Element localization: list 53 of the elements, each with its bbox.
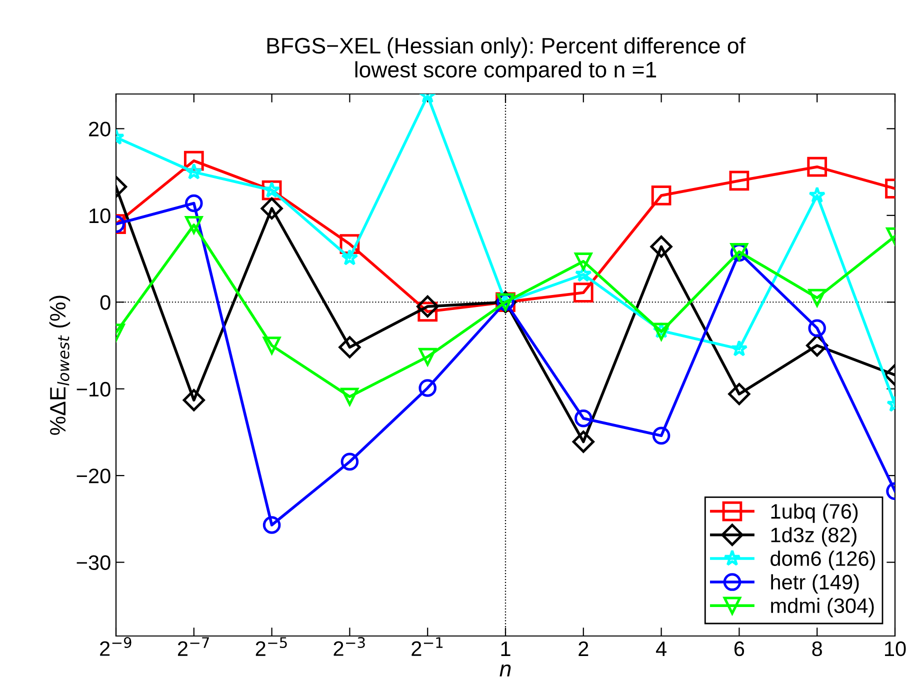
point [418, 348, 436, 366]
point [185, 163, 202, 180]
point [185, 216, 203, 234]
x-tick-label: 2$^{−3}$ [334, 637, 365, 656]
point [416, 295, 439, 318]
point [730, 340, 748, 356]
x-tick-label: 6 [734, 641, 744, 656]
point [573, 282, 594, 303]
legend-label: 1ubq (76) [771, 503, 858, 523]
x-tick-label: 8 [812, 641, 822, 656]
x-tick-label: 2$^{−5}$ [256, 637, 287, 656]
point [808, 319, 826, 338]
point [729, 170, 750, 191]
point [262, 516, 281, 534]
point [651, 186, 672, 206]
point [574, 252, 592, 270]
point [808, 186, 826, 203]
legend-label: 1d3z (82) [771, 527, 856, 546]
point [652, 426, 670, 445]
x-axis-title: n [500, 664, 511, 676]
point [808, 288, 826, 307]
point [807, 156, 828, 177]
x-tick-label: 2 [578, 641, 588, 656]
point [574, 409, 592, 428]
x-tick-label: 2$^{−1}$ [412, 637, 443, 656]
point [185, 194, 203, 212]
y-tick-label: 0 [100, 295, 110, 310]
legend-label: mdmi (304) [771, 598, 874, 618]
point [262, 336, 281, 354]
point [728, 382, 750, 406]
legend-label: dom6 (126) [770, 550, 875, 570]
x-tick-label: 1 [501, 642, 510, 656]
point [418, 379, 436, 397]
point [572, 430, 594, 453]
y-tick-label: −20 [76, 468, 110, 484]
y-tick-label: −30 [76, 555, 110, 570]
point [341, 249, 358, 266]
point [182, 389, 205, 412]
point [338, 336, 361, 358]
point [340, 388, 359, 406]
point [340, 452, 359, 471]
legend-label: hetr (149) [771, 574, 859, 594]
y-tick-label: 20 [89, 122, 110, 136]
y-axis-title: %ΔE$_{lowest}$ (%) [49, 296, 70, 435]
point [650, 236, 672, 258]
x-tick-label: 2$^{−7}$ [178, 637, 209, 656]
point [260, 197, 283, 220]
y-tick-label: 10 [90, 208, 110, 224]
y-tick-label: −10 [76, 382, 110, 397]
x-tick-label: 10 [885, 641, 906, 656]
x-tick-label: 2$^{−9}$ [100, 637, 132, 656]
x-tick-label: 4 [656, 642, 666, 656]
chart-title: BFGS−XEL (Hessian only): Percent difference of lowest score compared to n =1 [267, 37, 746, 82]
